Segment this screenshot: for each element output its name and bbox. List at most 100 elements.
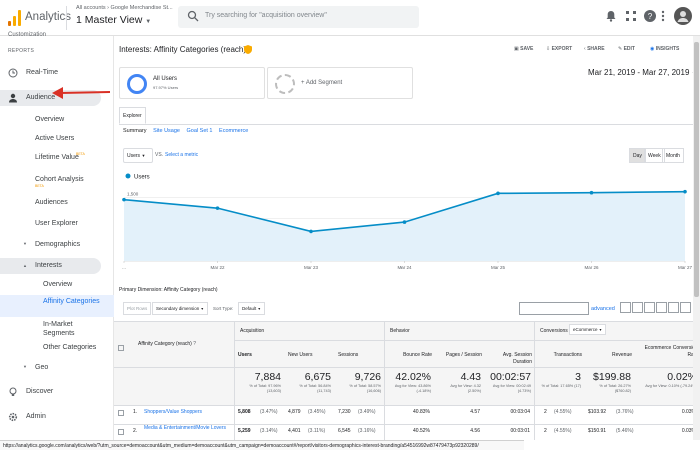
divider [66, 6, 67, 30]
scrollbar[interactable] [693, 36, 700, 440]
beta-badge: BETA [35, 184, 44, 188]
performance-view-icon[interactable] [644, 302, 655, 313]
sidebar-item-audience[interactable]: Audience [0, 90, 101, 106]
group-conversions: Conversions [540, 328, 568, 334]
total-value: 42.02% [395, 371, 431, 383]
sidebar-item-customization[interactable]: Customization [8, 32, 47, 38]
insights-label: INSIGHTS [655, 46, 680, 52]
sidebar-item-in-market-segments[interactable]: In-Market Segments [0, 319, 114, 339]
help-icon[interactable]: ? [643, 9, 657, 23]
table-rule [384, 321, 385, 440]
subtab-goal-set-1[interactable]: Goal Set 1 [186, 128, 213, 134]
sidebar-item-interests-overview[interactable]: Overview [0, 279, 114, 291]
granularity-day-button[interactable]: Day [629, 148, 646, 163]
cell-revenue-pct: (3.76%) [616, 409, 634, 415]
subtab-site-usage[interactable]: Site Usage [153, 128, 180, 134]
primary-dimension: Primary Dimension: Affinity Category (re… [119, 287, 218, 293]
column-header[interactable]: Sessions [338, 352, 359, 358]
sidebar-item-other-categories[interactable]: Other Categories [0, 342, 114, 354]
sidebar-item-audiences[interactable]: Audiences [0, 197, 114, 209]
sort-type-label: Sort Type: [213, 306, 234, 311]
date-range-picker[interactable]: Mar 21, 2019 - Mar 27, 2019 ▼ [588, 68, 697, 77]
total-sub: % of Total: 97.96% (13,603) [249, 384, 281, 393]
row-category-link[interactable]: Media & Entertainment/Movie Lovers [144, 425, 226, 431]
sidebar-item-user-explorer[interactable]: User Explorer [0, 218, 114, 230]
insights-button[interactable]: ◉ INSIGHTS [650, 46, 679, 52]
column-header[interactable]: Avg. Session Duration [502, 352, 532, 365]
shield-check-icon[interactable] [244, 45, 252, 54]
table-search-input[interactable] [519, 302, 589, 315]
total-value: 6,675 [304, 371, 331, 383]
column-header[interactable]: New Users [288, 352, 313, 358]
column-header[interactable]: Bounce Rate [403, 352, 432, 358]
conversions-type-select[interactable]: eCommerce ▼ [569, 324, 607, 335]
scrollbar-thumb[interactable] [694, 42, 699, 297]
search-box[interactable]: Try searching for "acquisition overview" [178, 6, 419, 28]
add-segment-button[interactable]: + Add Segment [267, 67, 413, 99]
sort-type-value: Default [242, 306, 257, 311]
granularity-month-button[interactable]: Month [662, 148, 684, 163]
dimension-header[interactable]: Affinity Category (reach) ? [138, 341, 196, 347]
users-point [496, 191, 500, 196]
table-view-icon[interactable] [620, 302, 631, 313]
sidebar-item-affinity-categories[interactable]: Affinity Categories [0, 295, 114, 317]
total-value: 4.43 [460, 371, 481, 383]
y-tick-label: 1,500 [127, 192, 139, 197]
comparison-view-icon[interactable] [656, 302, 667, 313]
cell-bounce: 40.83% [413, 409, 430, 415]
sidebar-item-cohort-analysis[interactable]: Cohort Analysis BETA [0, 175, 114, 191]
pie-view-icon[interactable] [632, 302, 643, 313]
sort-type-select[interactable]: Default ▼ [238, 302, 265, 315]
select-metric-link[interactable]: Select a metric [165, 152, 199, 158]
row-category-link[interactable]: Shoppers/Value Shoppers [144, 409, 203, 415]
subtab-ecommerce[interactable]: Ecommerce [219, 128, 249, 134]
secondary-dimension-select[interactable]: Secondary dimension ▼ [152, 302, 209, 315]
sidebar-item-audience-overview[interactable]: Overview [0, 114, 114, 126]
total-sub: % of Total: 56.84% (11,743) [299, 384, 331, 393]
sidebar-item-discover[interactable]: Discover [0, 385, 114, 399]
segment-all-users[interactable]: All Users 97.97% Users [119, 67, 265, 99]
cell-revenue: $103.92 [588, 409, 607, 415]
more-vert-icon[interactable] [660, 9, 666, 23]
apps-grid-icon[interactable] [624, 9, 638, 23]
group-acquisition: Acquisition [240, 328, 265, 334]
account-breadcrumb[interactable]: All accounts › Google Merchandise St... [76, 5, 173, 11]
edit-button[interactable]: ✎ EDIT [618, 46, 635, 52]
sidebar-item-lifetime-value[interactable]: Lifetime Value BETA [0, 152, 114, 164]
column-header[interactable]: Users [238, 352, 252, 358]
view-selector[interactable]: 1 Master View ▼ [76, 14, 151, 26]
export-button[interactable]: ⇩ EXPORT [546, 46, 572, 52]
granularity-week-button[interactable]: Week [644, 148, 665, 163]
sidebar-item-interests[interactable]: ▲ Interests [0, 258, 101, 274]
tab-explorer[interactable]: Explorer [119, 107, 146, 124]
pivot-view-icon[interactable] [680, 302, 691, 313]
row-checkbox[interactable] [118, 429, 124, 435]
total-sub: % of Total: 17.65% (17) [541, 384, 581, 388]
chevron-down-icon: ▼ [200, 307, 205, 311]
sidebar-item-realtime[interactable]: Real-Time [0, 66, 114, 80]
sidebar-item-admin[interactable]: Admin [0, 410, 114, 424]
sidebar-item-geo[interactable]: ▼ Geo [0, 362, 114, 374]
subtab-summary[interactable]: Summary [123, 128, 147, 134]
column-header[interactable]: Transactions [553, 352, 582, 358]
analytics-logo[interactable] [8, 10, 22, 26]
row-checkbox[interactable] [118, 410, 124, 416]
share-button[interactable]: ‹ SHARE [584, 46, 605, 52]
term-cloud-view-icon[interactable] [668, 302, 679, 313]
save-button[interactable]: ▣ SAVE [514, 46, 533, 52]
column-header[interactable]: Revenue [611, 352, 632, 358]
avatar[interactable] [674, 7, 692, 25]
chevron-down-icon: ▼ [257, 307, 261, 311]
sidebar-item-label: Other Categories [43, 344, 97, 351]
advanced-filter-link[interactable]: advanced [591, 306, 615, 312]
plot-rows-button[interactable]: Plot Rows [123, 302, 152, 315]
sidebar-item-demographics[interactable]: ▼ Demographics [0, 239, 114, 251]
sidebar-item-active-users[interactable]: Active Users [0, 133, 114, 145]
notifications-icon[interactable] [604, 9, 618, 23]
total-value: 3 [575, 371, 581, 383]
column-header[interactable]: Ecommerce Conversion Rate [644, 345, 698, 358]
metric-select[interactable]: Users ▼ [123, 148, 153, 163]
select-all-checkbox[interactable] [118, 345, 124, 351]
cell-revenue-pct: (5.46%) [616, 428, 634, 434]
column-header[interactable]: Pages / Session [445, 352, 482, 358]
